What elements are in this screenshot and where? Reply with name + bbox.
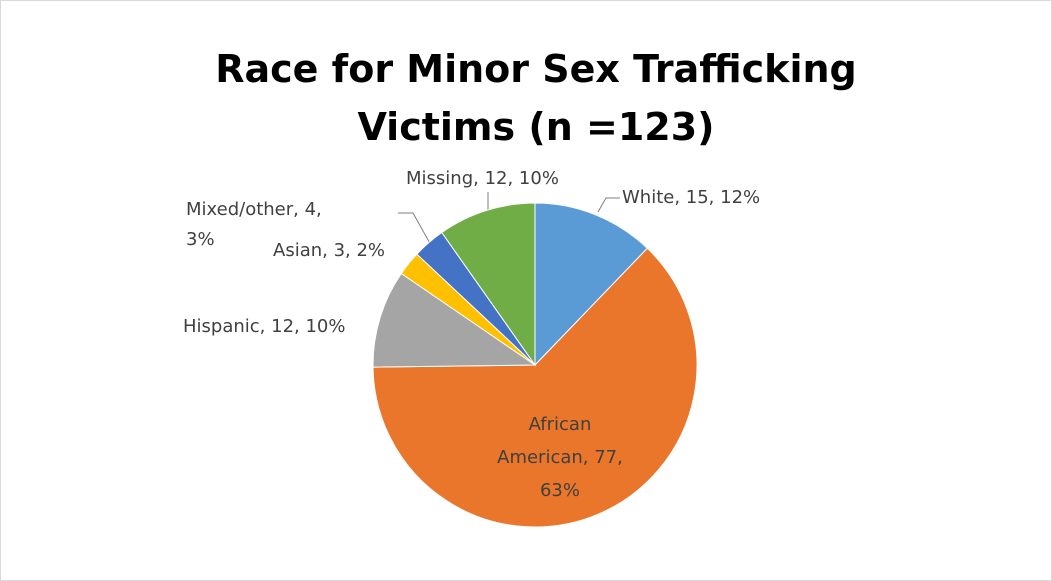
- data-label: African American, 77, 63%: [497, 414, 623, 501]
- data-label: Missing, 12, 10%: [406, 168, 559, 189]
- pie-slice: [441, 202, 536, 367]
- chart-title: Race for Minor Sex Trafficking Victims (…: [215, 47, 857, 149]
- pie-slice: [372, 247, 698, 528]
- data-label: Mixed/other, 4, 3%: [186, 199, 322, 250]
- leader-line: [597, 197, 620, 213]
- data-label: Hispanic, 12, 10%: [183, 316, 346, 337]
- leader-line: [398, 212, 433, 248]
- data-label: White, 15, 12%: [622, 187, 761, 208]
- pie-slice: [534, 202, 649, 367]
- data-label: Asian, 3, 2%: [273, 240, 386, 261]
- pie-slice: [372, 272, 537, 368]
